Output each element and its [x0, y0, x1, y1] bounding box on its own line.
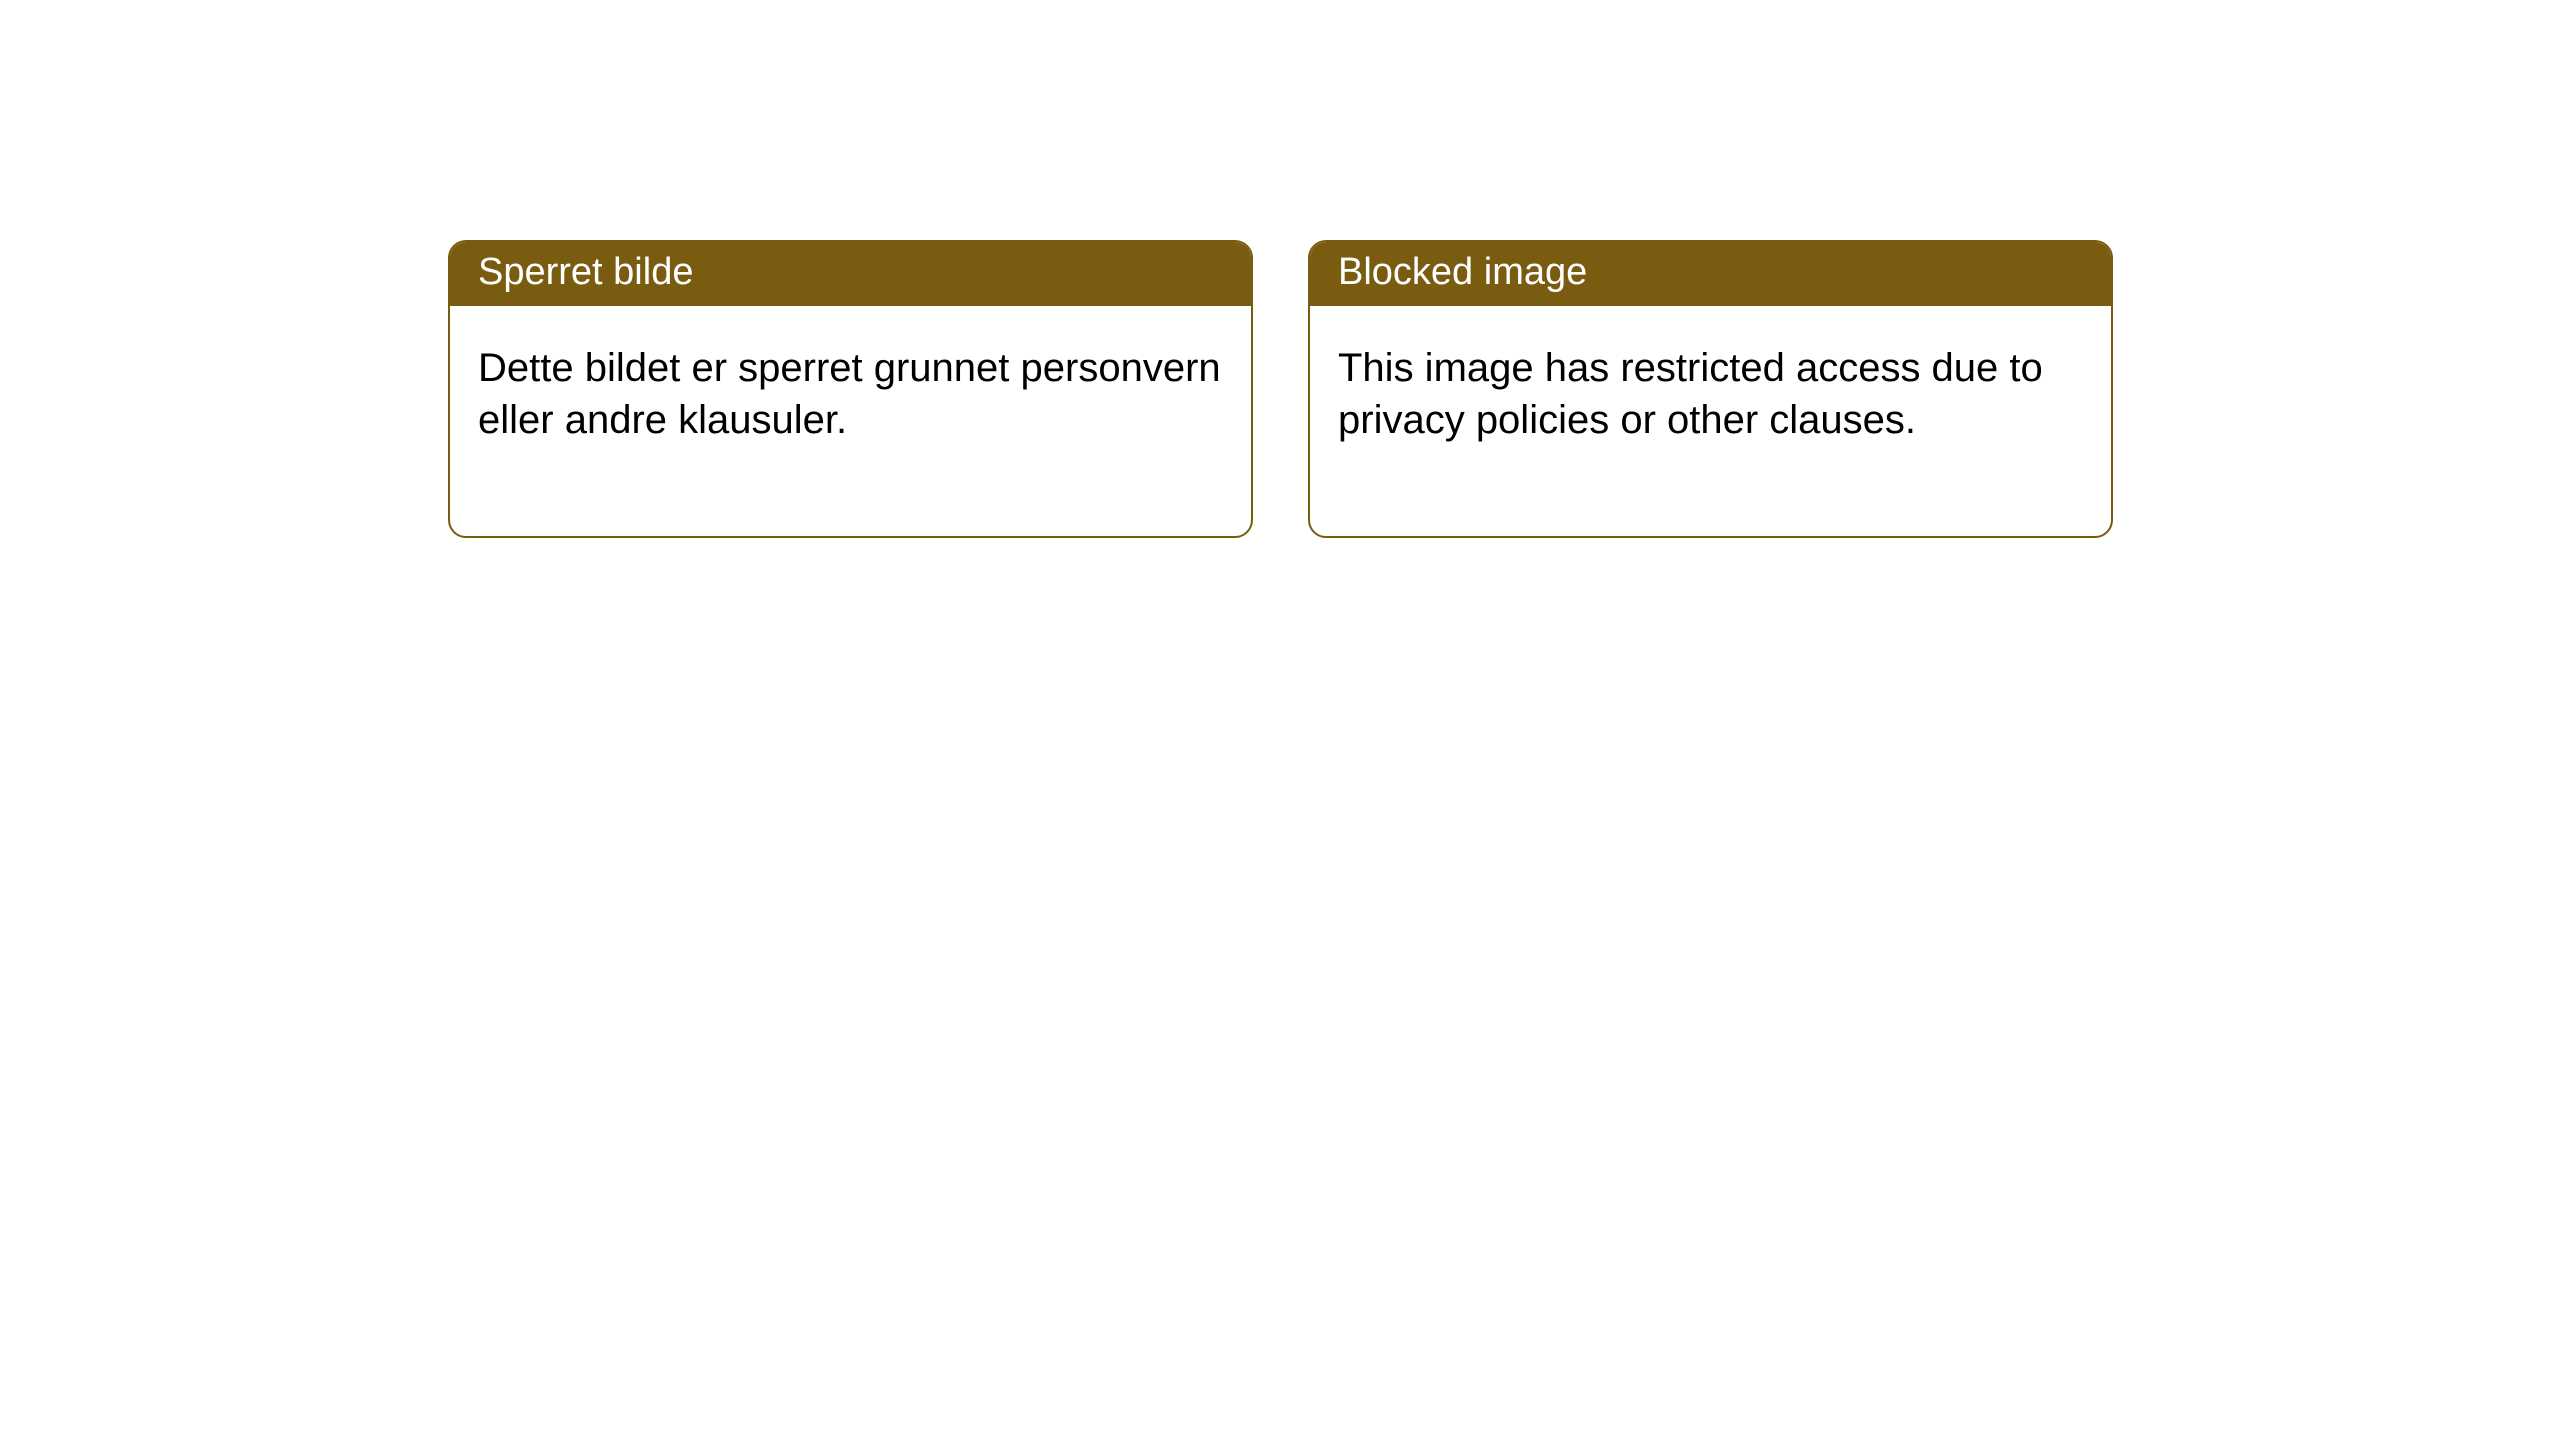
notice-card-no: Sperret bilde Dette bildet er sperret gr…	[448, 240, 1253, 538]
notice-title-en: Blocked image	[1310, 242, 2111, 306]
notice-body-en: This image has restricted access due to …	[1310, 306, 2111, 536]
notice-title-no: Sperret bilde	[450, 242, 1251, 306]
notice-card-en: Blocked image This image has restricted …	[1308, 240, 2113, 538]
notice-body-no: Dette bildet er sperret grunnet personve…	[450, 306, 1251, 536]
notice-container: Sperret bilde Dette bildet er sperret gr…	[0, 0, 2560, 538]
